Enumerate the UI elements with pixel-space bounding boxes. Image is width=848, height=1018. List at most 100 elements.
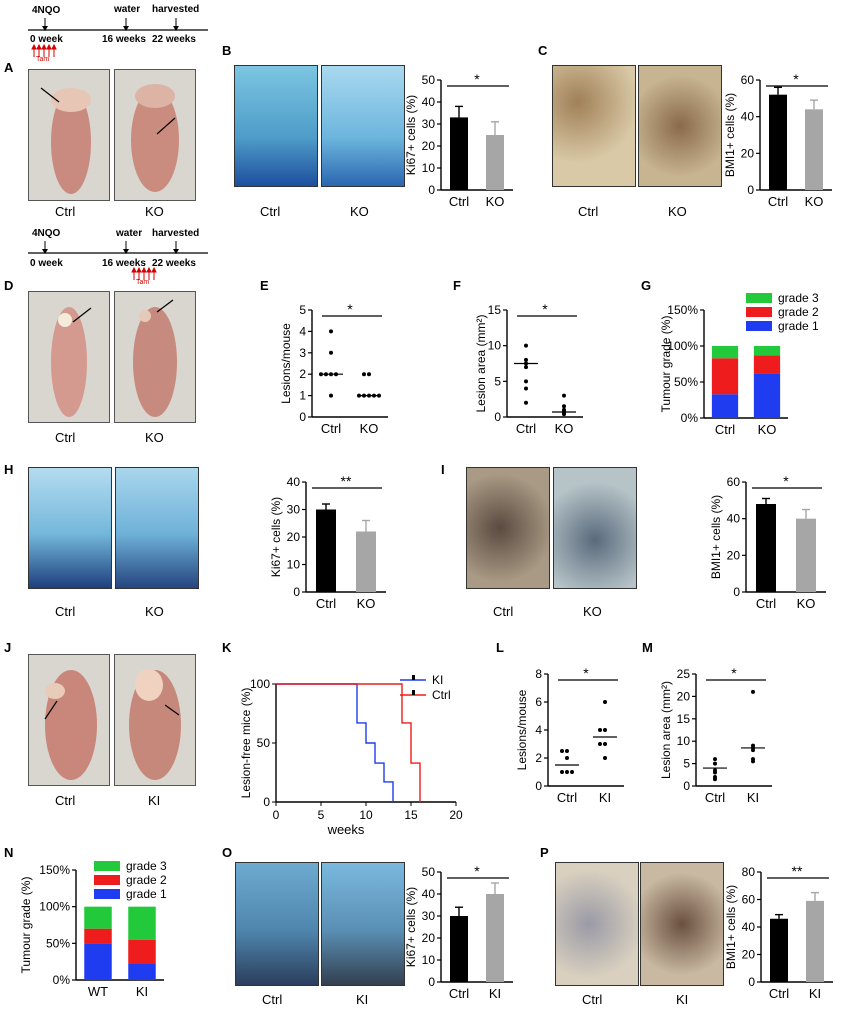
y-tick-label: 20	[677, 689, 691, 703]
data-point	[562, 404, 566, 409]
panel-label-b: B	[222, 43, 232, 58]
y-tick-label: 2	[535, 751, 542, 765]
x-tick-label: Ctrl	[769, 986, 789, 1001]
data-point	[560, 749, 564, 753]
y-tick-label: 0	[747, 183, 754, 197]
ihc-image-ko-b	[321, 65, 405, 187]
y-tick-label: 0	[494, 410, 501, 424]
y-tick-label: 0	[733, 585, 740, 599]
y-tick-label: 10	[287, 558, 301, 572]
panel-label-e: E	[260, 278, 269, 293]
bar-ctrl	[450, 117, 468, 190]
chart-n: 0% 50% 100% 150% Tumour grade (%) WT KI grade 3…	[19, 859, 167, 999]
x-tick-label: KI	[489, 986, 501, 1001]
y-tick-label: 0	[299, 410, 306, 424]
x-tick-label: KO	[797, 596, 816, 611]
data-point	[329, 393, 333, 398]
y-tick-label: 60	[741, 73, 755, 87]
y-tick-label: 30	[422, 117, 436, 131]
data-point	[713, 761, 717, 766]
y-tick-label: 10	[677, 734, 691, 748]
ihc-image-ctrl-p	[555, 862, 639, 986]
stacked-segment	[84, 943, 112, 980]
stacked-segment	[84, 928, 112, 944]
data-point	[603, 742, 607, 746]
y-axis-label: Tumour grade (%)	[659, 316, 673, 413]
data-point	[713, 757, 717, 762]
significance-mark: *	[783, 473, 789, 489]
y-tick-label: 6	[535, 695, 542, 709]
label-ki-j: KI	[148, 793, 161, 808]
x-tick-label: KO	[357, 596, 376, 611]
legend-marker	[412, 675, 415, 680]
y-tick-label: 0	[535, 779, 542, 793]
x-tick-label: KI	[599, 790, 611, 805]
stacked-segment	[753, 373, 781, 418]
timeline-2-axis	[28, 241, 208, 254]
y-axis-label: Lesion area (mm²)	[659, 681, 673, 779]
y-tick-label: 20	[741, 146, 755, 160]
bar-ko	[805, 109, 823, 190]
y-tick-label: 0	[683, 779, 690, 793]
x-tick-label: Ctrl	[516, 421, 536, 436]
y-tick-label: 3	[299, 346, 306, 360]
y-tick-label: 0%	[681, 411, 699, 425]
y-tick-label: 0	[428, 975, 435, 989]
legend-swatch	[746, 321, 772, 331]
bar-ctrl	[756, 504, 776, 592]
y-tick-label: 20	[742, 948, 756, 962]
data-point	[329, 350, 333, 355]
y-tick-label: 60	[727, 475, 741, 489]
x-tick-label: 15	[404, 808, 418, 822]
data-point	[562, 412, 566, 417]
ihc-image-ko-i	[553, 467, 637, 589]
y-tick-label: 4	[299, 324, 306, 338]
stacked-segment	[711, 394, 739, 418]
x-tick-label: KO	[360, 421, 379, 436]
label-ctrl-h: Ctrl	[55, 604, 76, 619]
timeline-1-t22: 22 weeks	[152, 34, 196, 45]
stacked-segment	[753, 346, 781, 356]
y-axis-label: BMI1+ cells (%)	[723, 93, 737, 177]
label-ki-o: KI	[356, 992, 369, 1007]
tongue-photo-ki-j	[114, 654, 196, 786]
label-ko-i: KO	[583, 604, 602, 619]
data-point	[524, 386, 528, 391]
x-tick-label: KI	[809, 986, 821, 1001]
label-ko-c: KO	[668, 204, 687, 219]
y-axis-label: Ki67+ cells (%)	[404, 887, 418, 967]
tam-label-1: Tam	[36, 56, 50, 63]
x-tick-label: Ctrl	[557, 790, 577, 805]
data-point	[603, 700, 607, 704]
timeline-2-t22: 22 weeks	[152, 258, 196, 269]
y-tick-label: 50	[257, 736, 271, 750]
y-tick-label: 40	[741, 110, 755, 124]
x-tick-label: Ctrl	[449, 986, 469, 1001]
timeline-1-t16: 16 weeks	[102, 34, 146, 45]
chart-g: 0% 50% 100% 150%Tumour grade (%) Ctrl KO grade…	[659, 291, 819, 437]
ihc-image-ki-o	[321, 862, 405, 986]
y-tick-label: 15	[488, 303, 502, 317]
y-tick-label: 0	[428, 183, 435, 197]
label-ctrl-b: Ctrl	[260, 204, 281, 219]
y-tick-label: 10	[422, 161, 436, 175]
y-tick-label: 60	[742, 893, 756, 907]
data-point	[751, 748, 755, 753]
bar-ctrl	[316, 509, 336, 592]
y-axis-label: Lesions/mouse	[515, 689, 529, 770]
legend-swatch	[94, 861, 120, 871]
ihc-image-ctrl-o	[235, 862, 319, 986]
y-tick-label: 50	[422, 865, 436, 879]
y-axis-label: Lesions/mouse	[279, 323, 293, 404]
chart-c: 0 20 40 60 BMI1+ cells (%) Ctrl KO *	[723, 71, 832, 209]
y-tick-label: 100%	[39, 900, 70, 914]
y-tick-label: 15	[677, 712, 691, 726]
panel-label-d: D	[4, 278, 14, 293]
y-tick-label: 5	[683, 757, 690, 771]
stacked-segment	[711, 346, 739, 359]
x-tick-label: KI	[747, 790, 759, 805]
significance-mark: *	[474, 71, 480, 87]
y-tick-label: 25	[677, 667, 691, 681]
bar-ctrl	[769, 94, 787, 190]
